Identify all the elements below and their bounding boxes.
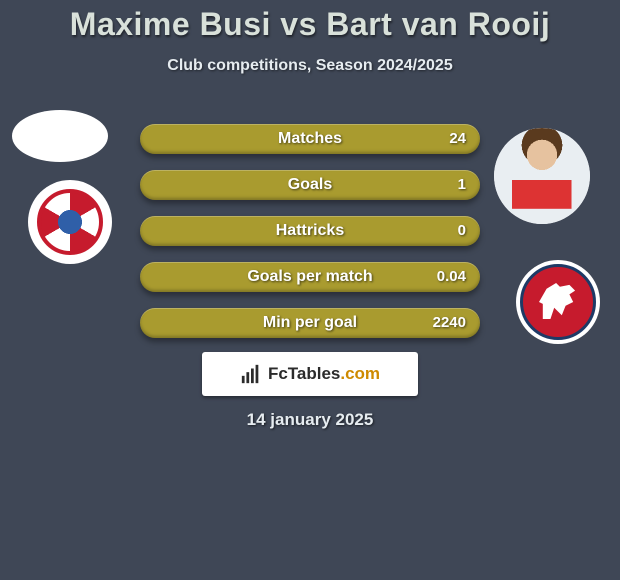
player-left-avatar (12, 110, 108, 162)
branding-name: FcTables (268, 364, 340, 383)
stat-label: Hattricks (140, 216, 480, 246)
stat-value-right: 24 (449, 124, 466, 154)
stat-bar: Goals per match 0.04 (140, 262, 480, 292)
stat-label: Matches (140, 124, 480, 154)
stats-bars: Matches 24 Goals 1 Hattricks 0 Goals per… (140, 124, 480, 354)
stat-label: Min per goal (140, 308, 480, 338)
branding-badge: FcTables.com (202, 352, 418, 396)
stat-value-right: 0 (458, 216, 466, 246)
player-right-avatar (494, 128, 590, 224)
bars-chart-icon (240, 363, 262, 385)
player-left-club-badge (28, 180, 112, 264)
stat-value-right: 0.04 (437, 262, 466, 292)
stat-bar: Goals 1 (140, 170, 480, 200)
page-title: Maxime Busi vs Bart van Rooij (0, 0, 620, 43)
stat-bar: Matches 24 (140, 124, 480, 154)
page-date: 14 january 2025 (0, 410, 620, 430)
stat-bar: Min per goal 2240 (140, 308, 480, 338)
stat-value-right: 1 (458, 170, 466, 200)
page-subtitle: Club competitions, Season 2024/2025 (0, 57, 620, 75)
branding-suffix: .com (340, 364, 380, 383)
stat-label: Goals (140, 170, 480, 200)
stat-bar: Hattricks 0 (140, 216, 480, 246)
stat-label: Goals per match (140, 262, 480, 292)
stat-value-right: 2240 (433, 308, 466, 338)
player-right-club-badge (516, 260, 600, 344)
branding-text: FcTables.com (268, 364, 380, 384)
